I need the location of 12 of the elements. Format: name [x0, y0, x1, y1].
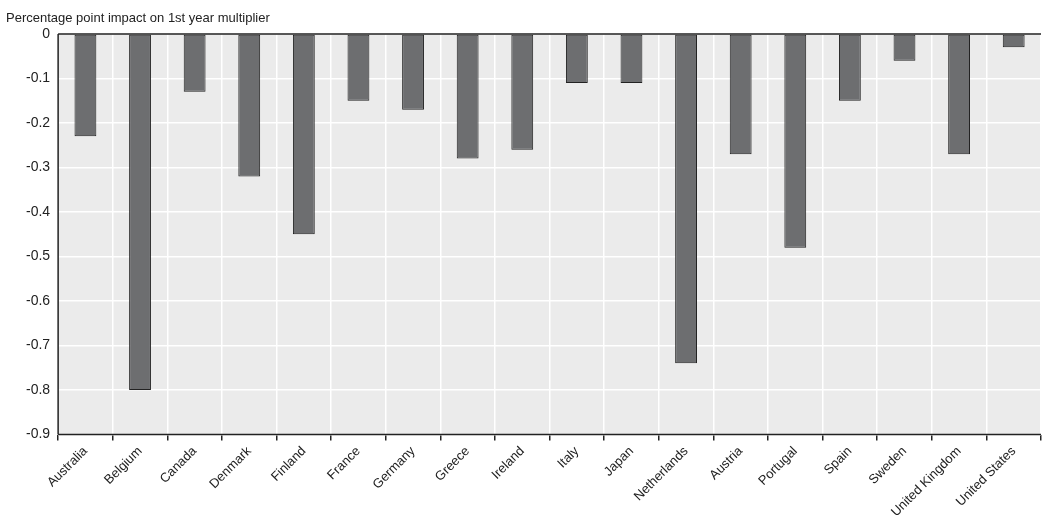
x-tick-label: Italy [554, 442, 582, 471]
y-tick-label: 0 [42, 24, 51, 41]
y-tick-label: -0.1 [26, 69, 51, 86]
y-tick-label: -0.3 [26, 158, 51, 175]
y-tick-label: -0.5 [26, 247, 51, 264]
y-axis-title: Percentage point impact on 1st year multiplier [6, 10, 270, 25]
y-tick-label: -0.2 [26, 113, 51, 130]
y-tick-label: -0.8 [26, 380, 51, 397]
y-tick-label: -0.4 [26, 202, 51, 219]
y-tick-label: -0.9 [26, 425, 51, 442]
y-tick-label: -0.6 [26, 291, 51, 308]
y-tick-label: -0.7 [26, 336, 51, 353]
